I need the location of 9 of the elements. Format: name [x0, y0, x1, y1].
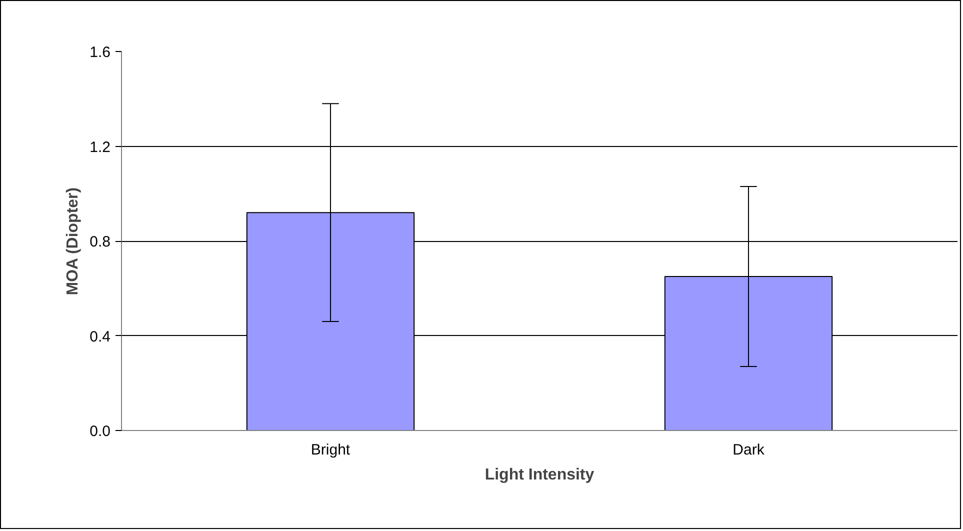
- x-tick-label: Dark: [732, 442, 765, 458]
- y-tick-label: 0.8: [90, 234, 111, 250]
- y-tick-label: 1.6: [90, 44, 111, 61]
- y-axis-title: MOA (Diopter): [64, 187, 82, 296]
- x-tick-label: Bright: [310, 442, 351, 458]
- x-axis-title: Light Intensity: [484, 466, 594, 484]
- y-tick-label: 0.4: [90, 328, 111, 346]
- text: 0.0: [90, 423, 111, 440]
- y-tick-label: 1.2: [90, 138, 111, 156]
